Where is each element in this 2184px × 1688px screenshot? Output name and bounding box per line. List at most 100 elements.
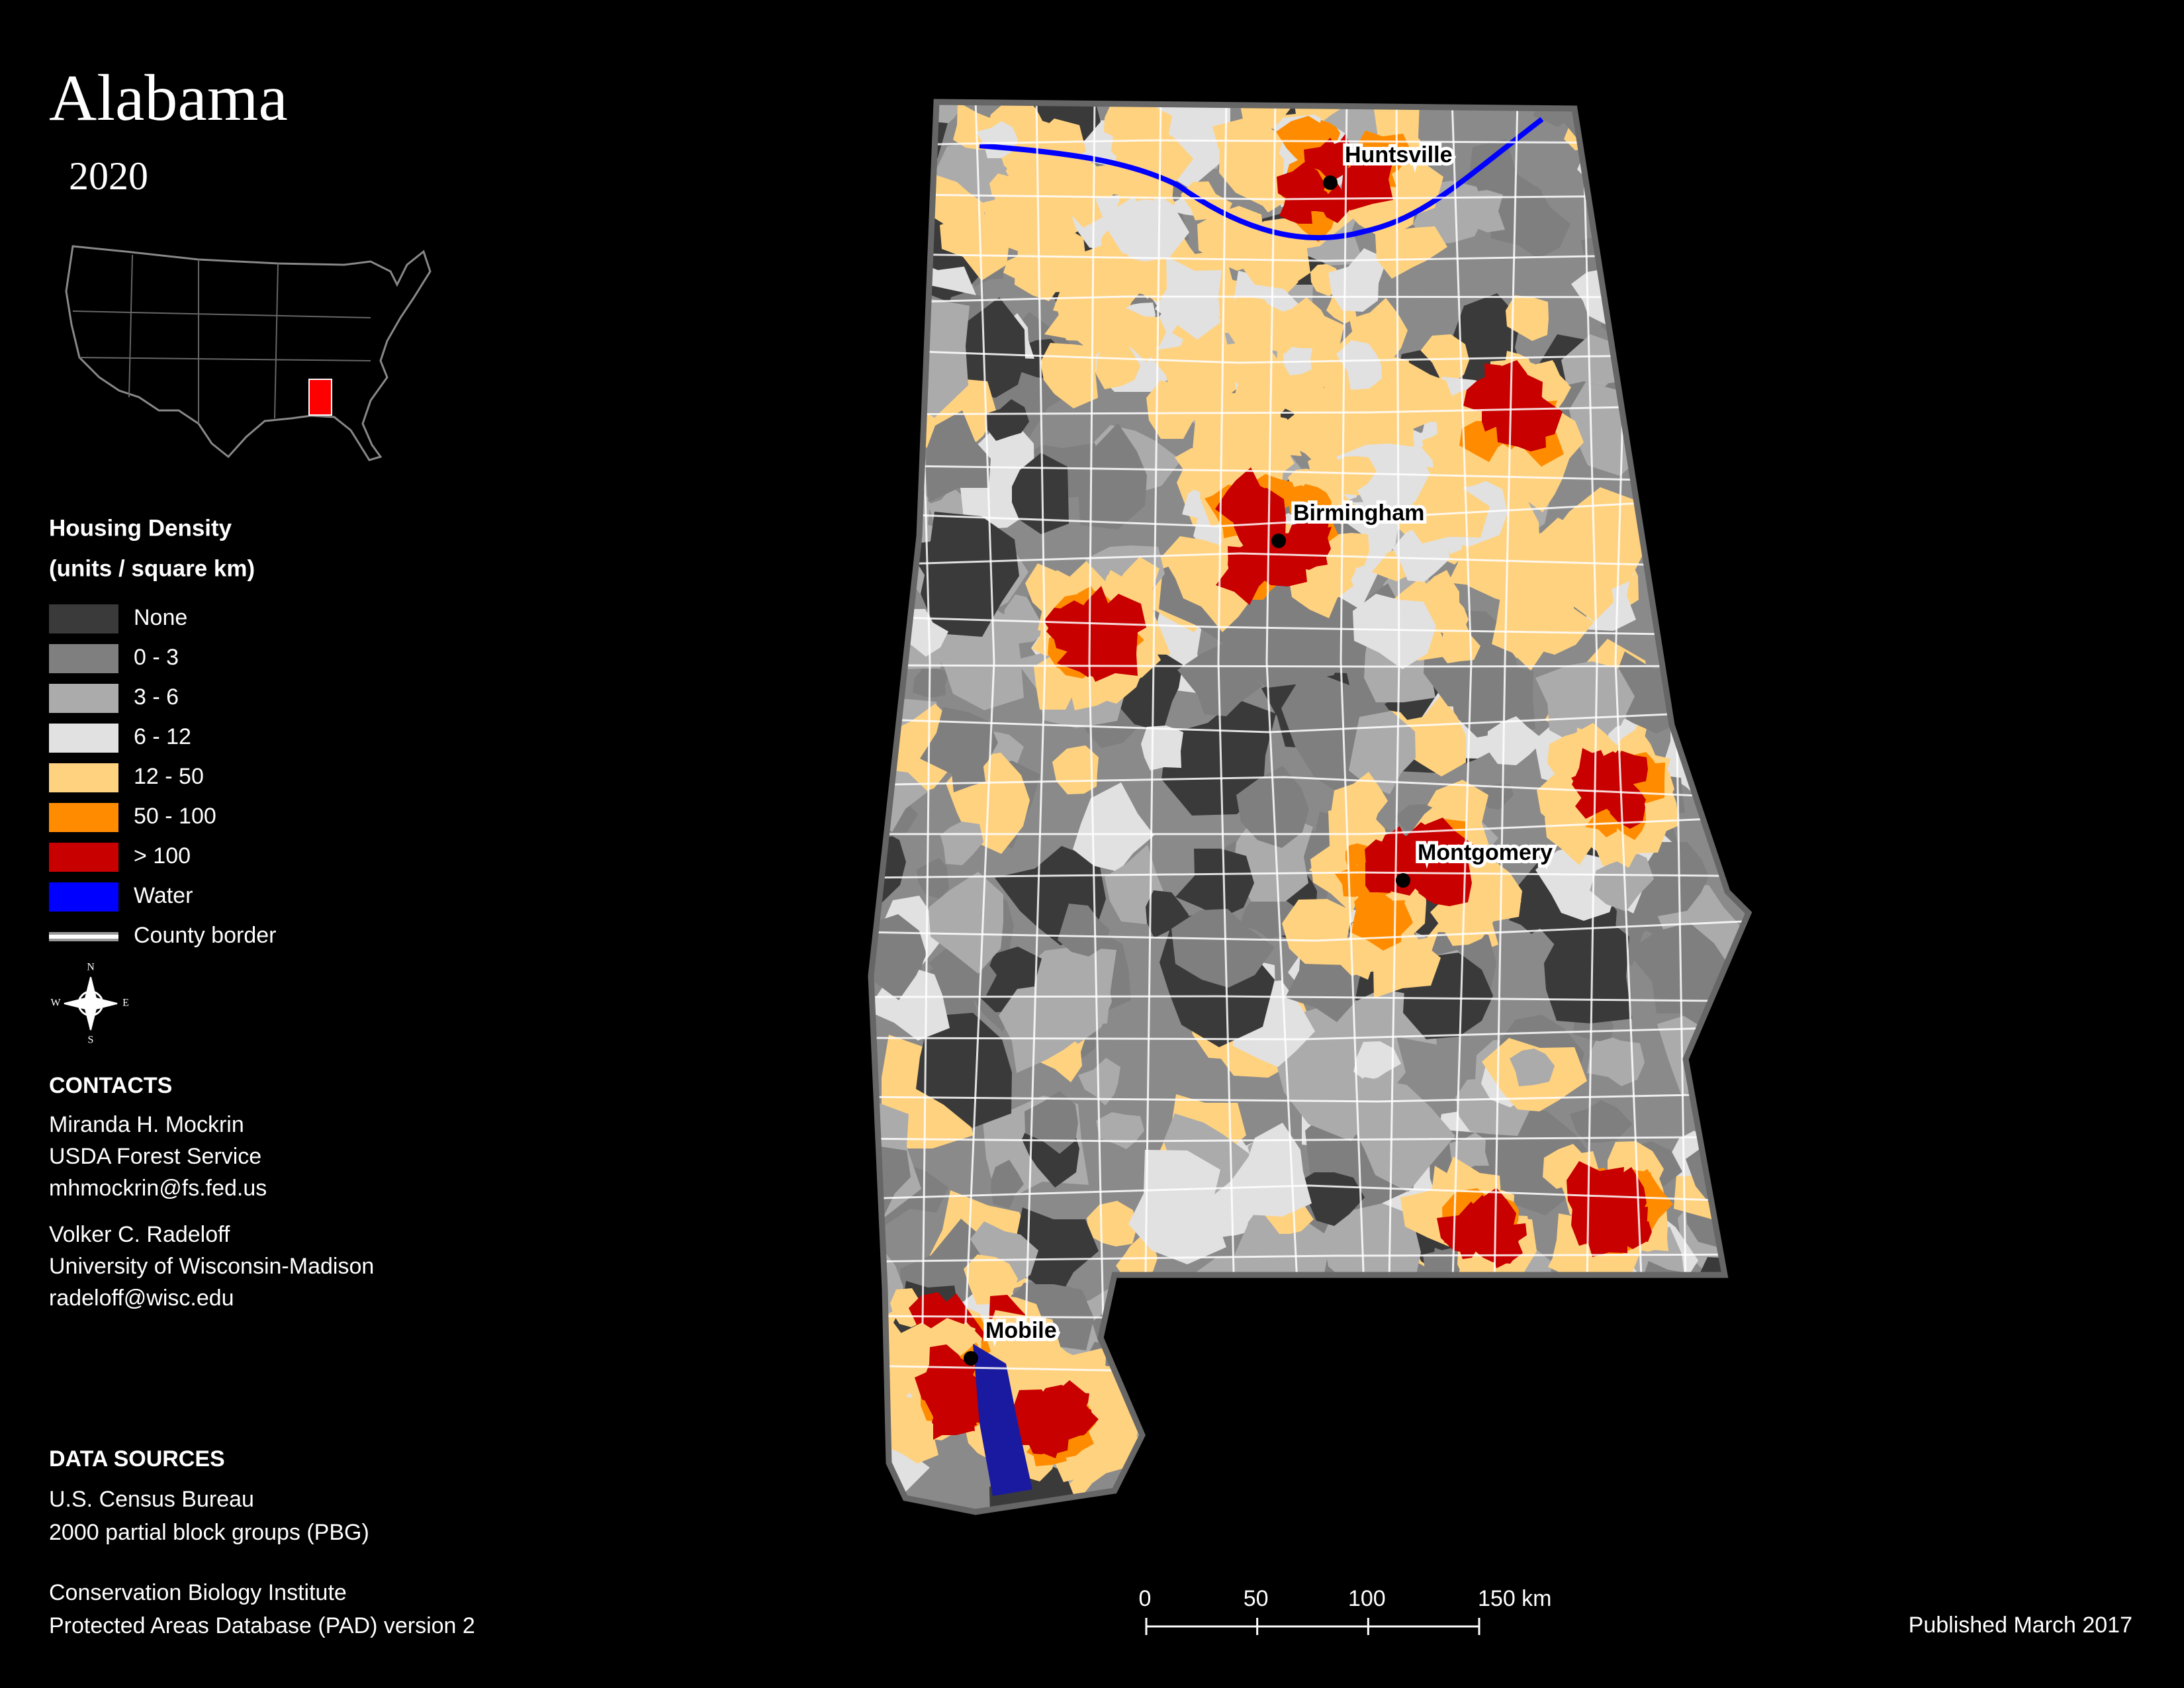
map-title: Alabama [49, 61, 288, 134]
legend-title: Housing Density [49, 515, 232, 541]
density-patch [1510, 1049, 1555, 1086]
density-patch [916, 1013, 1012, 1128]
legend-swatch [49, 604, 118, 633]
contact-line: mhmockrin@fs.fed.us [49, 1176, 267, 1201]
urban-core [1084, 628, 1112, 655]
urban-core [1610, 1214, 1646, 1249]
contacts: Miranda H. Mockrin USDA Forest Service mhm… [49, 1112, 374, 1311]
county-border [871, 348, 1749, 364]
county-border [871, 464, 1749, 485]
suburban-patch [1448, 545, 1506, 588]
density-patch [943, 739, 987, 792]
suburban-patch [1285, 408, 1356, 470]
density-patch [913, 667, 950, 697]
city-dot [964, 1351, 978, 1366]
density-patch [1171, 909, 1275, 988]
city-dot [1271, 534, 1286, 548]
contact-line: radeloff@wisc.edu [49, 1286, 234, 1311]
county-border [871, 494, 1749, 528]
county-border [871, 871, 1749, 879]
density-patch [1141, 726, 1183, 771]
us-state-lines [72, 254, 371, 424]
compass-n: N [87, 962, 95, 973]
city-dot [1396, 873, 1410, 888]
county-border [871, 615, 1749, 637]
urban-core [1349, 145, 1381, 177]
county-border [871, 552, 1749, 570]
density-patch [1353, 1041, 1401, 1081]
legend: None 0 - 3 3 - 6 6 - 12 12 - 50 50 - 100 > 100… [49, 604, 276, 948]
density-patch [991, 1160, 1024, 1209]
source-line: Conservation Biology Institute [49, 1580, 347, 1605]
city-label: Birmingham [1293, 500, 1424, 526]
compass: N S W E [50, 962, 128, 1046]
legend-label: 6 - 12 [134, 724, 191, 749]
county-border [871, 1253, 1749, 1263]
suburban-patch [1388, 361, 1432, 404]
county-border [1450, 102, 1473, 1325]
county-border [871, 1025, 1749, 1041]
density-patch [999, 1207, 1099, 1302]
density-patch [985, 399, 1029, 441]
density-patch [1234, 1190, 1331, 1292]
river [979, 117, 1544, 241]
contact-line: Miranda H. Mockrin [49, 1112, 244, 1137]
legend-label: Water [134, 883, 193, 908]
suburban-patch [1015, 239, 1085, 301]
compass-s: S [88, 1035, 94, 1046]
contact-line: University of Wisconsin-Madison [49, 1254, 374, 1279]
legend-label: 12 - 50 [134, 764, 204, 789]
density-patch [1024, 1091, 1078, 1154]
density-patch [1487, 716, 1544, 765]
urban-core [1494, 360, 1531, 408]
urban-core [1029, 1430, 1054, 1454]
density-patch [1644, 842, 1709, 916]
urban-core [956, 1397, 985, 1427]
published-note: Published March 2017 [1909, 1613, 2132, 1638]
density-patch [1570, 1100, 1633, 1143]
county-border [871, 1184, 1749, 1204]
suburban-patch [1203, 416, 1231, 444]
density-patch [1587, 1033, 1645, 1086]
inset-map [65, 245, 432, 461]
density-patch [1078, 1058, 1120, 1105]
density-patch [999, 984, 1089, 1073]
suburban-patch [1146, 343, 1221, 406]
density-patch [1128, 1150, 1226, 1264]
density-patch [1236, 766, 1309, 848]
density-patch [1347, 1077, 1455, 1192]
density-patch [1248, 102, 1355, 156]
county-border [871, 776, 1749, 801]
density-patch [1012, 453, 1069, 534]
density-patch [1161, 699, 1276, 816]
suburban-patch [1324, 491, 1356, 525]
urban-mid [1357, 900, 1413, 940]
county-border [1387, 102, 1400, 1325]
density-patch [926, 410, 991, 502]
density-patch [1590, 848, 1654, 912]
county-border [871, 918, 1749, 942]
density-patch [1177, 641, 1263, 716]
source-line: 2000 partial block groups (PBG) [49, 1520, 369, 1545]
data-sources: U.S. Census Bureau 2000 partial block gro… [49, 1487, 475, 1638]
map-year: 2020 [69, 154, 148, 198]
density-patch [1175, 849, 1254, 918]
city-dot [1323, 175, 1338, 190]
bay [973, 1344, 1032, 1496]
density-patch [1506, 295, 1549, 341]
suburban-patch [1515, 579, 1594, 655]
legend-label: > 100 [134, 843, 191, 868]
county-border [1492, 102, 1519, 1325]
source-line: Protected Areas Database (PAD) version 2 [49, 1613, 475, 1638]
county-border [964, 102, 995, 1325]
suburban-patch [1252, 303, 1303, 353]
density-patch [1077, 423, 1147, 530]
urban-mid [1345, 843, 1370, 868]
scale-label: 50 [1244, 1586, 1269, 1611]
county-border [871, 814, 1749, 835]
legend-label: None [134, 605, 187, 630]
county-border [1024, 102, 1046, 1325]
density-patch [917, 858, 949, 899]
legend-label: 50 - 100 [134, 804, 216, 829]
